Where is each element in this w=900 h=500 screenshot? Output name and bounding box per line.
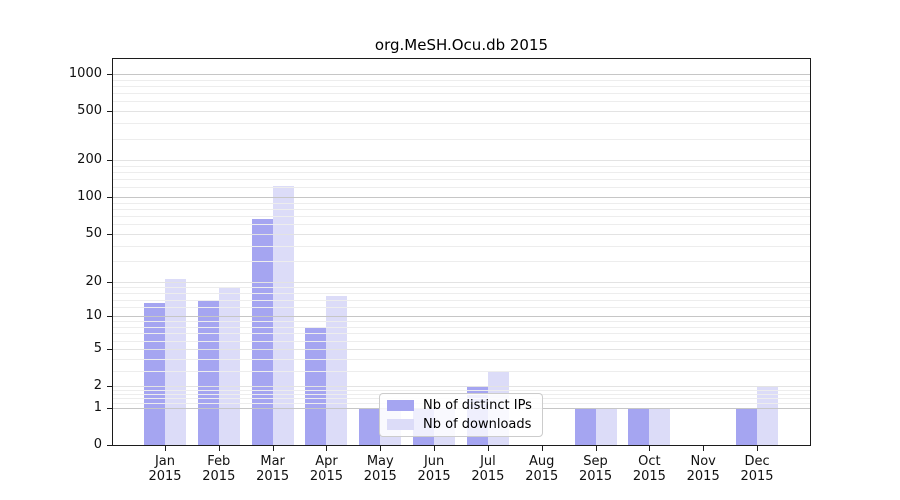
bar-distinct-ips-may-2015 <box>359 407 381 445</box>
bar-downloads-sep-2015 <box>595 407 617 445</box>
x-tick-year: 2015 <box>525 469 559 484</box>
bar-distinct-ips-mar-2015 <box>251 219 273 445</box>
y-tick-label: 1000 <box>68 66 102 81</box>
y-tick-label: 100 <box>77 189 102 205</box>
legend-item-distinct-ips: Nb of distinct IPs <box>380 397 542 415</box>
x-tick-month: Apr <box>315 454 338 469</box>
x-tick-mark <box>703 446 705 451</box>
x-tick-year: 2015 <box>686 469 720 484</box>
legend-label-downloads: Nb of downloads <box>423 416 532 432</box>
x-tick-label-may: May 2015 <box>351 454 409 484</box>
x-tick-month: Jun <box>423 454 445 469</box>
x-tick-year: 2015 <box>256 469 290 484</box>
x-tick-month: Feb <box>207 454 231 469</box>
x-tick-label-jul: Jul 2015 <box>459 454 517 484</box>
x-tick-year: 2015 <box>417 469 451 484</box>
y-tick-label: 5 <box>93 340 102 356</box>
x-tick-month: Oct <box>638 454 661 469</box>
x-tick-month: May <box>366 454 394 469</box>
x-tick-month: Sep <box>583 454 608 469</box>
x-tick-year: 2015 <box>471 469 505 484</box>
bar-distinct-ips-feb-2015 <box>197 299 219 445</box>
bar-downloads-jan-2015 <box>165 279 186 445</box>
x-tick-label-mar: Mar 2015 <box>244 454 302 484</box>
legend-label-distinct-ips: Nb of distinct IPs <box>423 398 532 414</box>
x-tick-year: 2015 <box>309 469 343 484</box>
plot-area <box>112 58 811 446</box>
x-tick-label-oct: Oct 2015 <box>620 454 678 484</box>
x-tick-year: 2015 <box>740 469 774 484</box>
x-tick-mark <box>326 446 328 451</box>
x-tick-mark <box>487 446 489 451</box>
x-tick-month: Mar <box>260 454 285 469</box>
y-tick-label: 0 <box>93 437 102 452</box>
x-tick-mark <box>649 446 651 451</box>
x-tick-label-nov: Nov 2015 <box>674 454 732 484</box>
bar-downloads-mar-2015 <box>272 186 294 445</box>
x-tick-mark <box>595 446 597 451</box>
bar-downloads-dec-2015 <box>757 386 779 445</box>
x-tick-label-aug: Aug 2015 <box>513 454 571 484</box>
x-tick-month: Nov <box>690 454 716 469</box>
x-tick-mark <box>272 446 274 451</box>
bar-distinct-ips-oct-2015 <box>628 407 650 445</box>
legend: Nb of distinct IPs Nb of downloads <box>379 393 543 437</box>
y-tick-label: 20 <box>85 273 102 289</box>
x-tick-mark <box>541 446 543 451</box>
x-tick-year: 2015 <box>202 469 236 484</box>
x-tick-mark <box>218 446 220 451</box>
x-tick-label-feb: Feb 2015 <box>190 454 248 484</box>
x-tick-mark <box>380 446 382 451</box>
y-tick-label: 200 <box>77 152 102 168</box>
x-tick-mark <box>434 446 436 451</box>
legend-swatch-downloads-icon <box>387 418 414 430</box>
x-tick-label-jun: Jun 2015 <box>405 454 463 484</box>
x-tick-mark <box>165 446 166 451</box>
bar-distinct-ips-dec-2015 <box>736 407 758 445</box>
chart-title: org.MeSH.Ocu.db 2015 <box>374 36 549 54</box>
y-tick-label: 1 <box>93 399 102 415</box>
x-tick-month: Jan <box>154 454 176 469</box>
x-tick-month: Aug <box>529 454 555 469</box>
bar-distinct-ips-apr-2015 <box>305 327 327 445</box>
y-tick-label: 10 <box>85 308 102 324</box>
x-tick-label-jan: Jan 2015 <box>136 454 194 484</box>
x-tick-month: Jul <box>480 454 496 469</box>
bar-downloads-oct-2015 <box>649 407 671 445</box>
bar-downloads-apr-2015 <box>326 296 348 445</box>
x-tick-label-dec: Dec 2015 <box>728 454 786 484</box>
x-tick-label-apr: Apr 2015 <box>297 454 355 484</box>
bar-distinct-ips-jan-2015 <box>144 303 165 445</box>
x-tick-mark <box>757 446 759 451</box>
bar-downloads-feb-2015 <box>218 286 240 445</box>
x-tick-year: 2015 <box>632 469 666 484</box>
y-tick-label: 2 <box>93 378 102 393</box>
bars-layer <box>113 59 810 445</box>
legend-item-downloads: Nb of downloads <box>380 415 542 433</box>
x-tick-year: 2015 <box>148 469 182 484</box>
y-tick-label: 50 <box>85 225 102 241</box>
x-tick-year: 2015 <box>363 469 397 484</box>
legend-swatch-distinct-ips-icon <box>387 400 414 412</box>
bar-distinct-ips-sep-2015 <box>574 407 596 445</box>
y-tick-label: 500 <box>77 103 102 119</box>
x-tick-label-sep: Sep 2015 <box>567 454 625 484</box>
x-tick-year: 2015 <box>579 469 613 484</box>
x-tick-month: Dec <box>744 454 770 469</box>
